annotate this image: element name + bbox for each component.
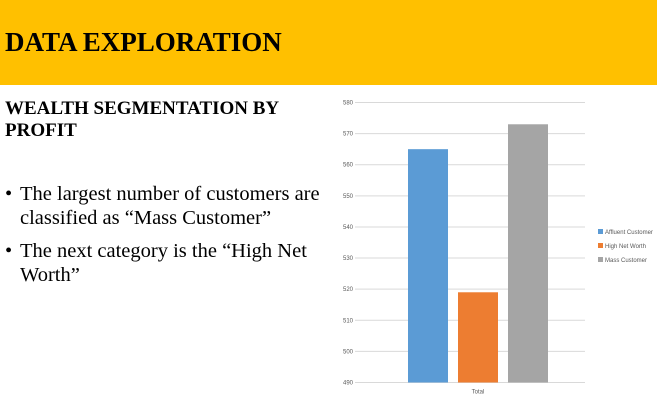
slide-title: DATA EXPLORATION [5,27,282,57]
legend-label: Mass Customer [605,258,647,264]
bullet-text: The largest number of customers are clas… [20,183,320,229]
y-tick-label: 490 [343,381,354,387]
title-bar: DATA EXPLORATION [0,0,657,85]
legend-label: High Net Worth [605,244,646,250]
bullet-item: • The next category is the “High Net Wor… [5,240,325,287]
bar [408,149,448,383]
wealth-segment-bar-chart: 490 500 510 520 530 540 550 560 570 580 Total Afflu… [343,101,653,396]
bullet-dot: • [5,183,13,205]
y-tick-label: 560 [343,163,354,169]
y-tick-label: 580 [343,101,354,107]
legend-swatch [598,229,603,234]
y-tick-label: 500 [343,349,354,355]
bar [458,292,498,383]
bar [508,124,548,383]
y-tick-label: 550 [343,194,354,200]
y-tick-label: 540 [343,225,354,231]
y-tick-label: 510 [343,318,354,324]
x-tick-label: Total [472,390,485,396]
legend-label: Affluent Customer [605,230,653,236]
legend-swatch [598,257,603,262]
y-tick-label: 530 [343,256,354,262]
legend-swatch [598,243,603,248]
y-tick-label: 570 [343,132,354,138]
section-subtitle: WEALTH SEGMENTATION BY PROFIT [5,98,279,141]
bullet-text: The next category is the “High Net Worth… [20,240,307,286]
bullet-item: • The largest number of customers are cl… [5,183,325,230]
bullet-list: • The largest number of customers are cl… [5,183,325,297]
y-tick-label: 520 [343,287,354,293]
bullet-dot: • [5,240,13,262]
